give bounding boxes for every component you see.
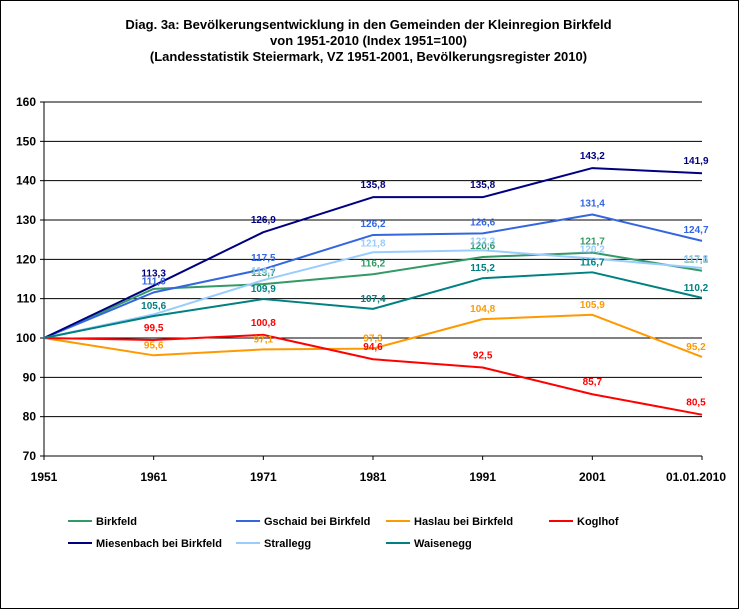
series-line-6	[43, 271, 703, 339]
y-tick-label: 90	[23, 370, 37, 384]
chart-title-line-2: von 1951-2010 (Index 1951=100)	[270, 33, 467, 48]
data-label: 95,6	[144, 340, 164, 351]
data-label: 115,2	[470, 263, 495, 274]
x-tick-label: 1991	[469, 470, 496, 484]
y-tick-label: 130	[16, 213, 36, 227]
data-label: 121,8	[360, 238, 385, 249]
data-label: 99,5	[144, 323, 164, 334]
chart-title-line-3: (Landesstatistik Steiermark, VZ 1951-200…	[149, 49, 588, 64]
data-label: 120,2	[580, 245, 605, 256]
data-label: 104,8	[470, 304, 495, 315]
data-label: 143,2	[580, 151, 605, 162]
x-tick-label: 01.01.2010	[666, 470, 726, 484]
data-label: 113,3	[141, 269, 166, 280]
series-line-2	[43, 313, 703, 358]
chart-title: Diag. 3a: Bevölkerungsentwicklung in den…	[0, 17, 737, 65]
data-label: 114,7	[251, 266, 276, 277]
data-label: 135,8	[470, 180, 495, 191]
data-labels: 113,7 116,2 120,6 121,7 117,1 111,6 117,5 126,2…	[141, 151, 709, 409]
data-label: 105,9	[580, 300, 605, 311]
x-tick-label: 1981	[360, 470, 387, 484]
chart-title-line-1: Diag. 3a: Bevölkerungsentwicklung in den…	[125, 17, 612, 32]
legend-label: Gschaid bei Birkfeld	[264, 516, 370, 528]
data-label: 120,6	[470, 241, 495, 252]
y-tick-label: 160	[16, 95, 36, 109]
data-label: 97,3	[363, 334, 383, 345]
x-tick-label: 1971	[250, 470, 277, 484]
data-label: 100,8	[251, 318, 276, 329]
data-label: 105,6	[141, 301, 166, 312]
series-line-4	[43, 167, 703, 339]
data-label: 121,7	[580, 237, 605, 248]
legend-label: Waisenegg	[414, 538, 472, 550]
data-label: 85,7	[583, 377, 603, 388]
x-tick-label: 1951	[31, 470, 58, 484]
x-tick-label: 1961	[140, 470, 167, 484]
data-label: 80,5	[686, 398, 706, 409]
legend-label: Koglhof	[577, 516, 619, 528]
y-tick-label: 80	[23, 410, 37, 424]
data-label: 117,8	[684, 254, 709, 265]
data-label: 116,7	[580, 257, 605, 268]
y-tick-label: 70	[23, 449, 37, 463]
data-label: 92,5	[473, 351, 493, 362]
y-tick-label: 100	[16, 331, 36, 345]
data-label: 109,9	[251, 284, 276, 295]
legend-label: Strallegg	[264, 538, 311, 550]
legend: Birkfeld Gschaid bei Birkfeld Haslau bei B…	[68, 516, 619, 550]
legend-label: Birkfeld	[96, 516, 137, 528]
data-label: 107,4	[360, 294, 385, 305]
axes: 70 80 90 100 110 120 130 140 150 160 1951 1961 1971 1…	[16, 95, 726, 484]
y-tick-label: 120	[16, 252, 36, 266]
data-label: 111,6	[142, 276, 166, 287]
series-line-0	[43, 251, 703, 339]
data-label: 113,7	[251, 268, 276, 279]
data-label: 126,2	[360, 219, 385, 230]
series-line-1	[43, 213, 703, 339]
data-label: 131,4	[580, 198, 605, 209]
data-label: 116,2	[361, 258, 386, 269]
series-lines	[43, 167, 703, 416]
data-label: 122,3	[470, 236, 495, 247]
data-label: 126,9	[251, 215, 276, 226]
data-label: 126,6	[470, 217, 495, 228]
y-tick-label: 110	[17, 292, 37, 306]
y-tick-label: 140	[16, 174, 36, 188]
data-label: 97,1	[254, 334, 274, 345]
data-label: 124,7	[683, 225, 708, 236]
data-label: 95,2	[686, 342, 706, 353]
legend-label: Miesenbach bei Birkfeld	[96, 538, 222, 550]
data-label: 117,1	[684, 255, 709, 266]
gridlines	[44, 101, 702, 418]
data-label: 94,6	[363, 342, 383, 353]
series-line-3	[43, 333, 703, 416]
data-label: 110,2	[684, 283, 709, 294]
legend-label: Haslau bei Birkfeld	[414, 516, 513, 528]
data-label: 135,8	[360, 180, 385, 191]
data-label: 141,9	[683, 156, 708, 167]
x-tick-label: 2001	[579, 470, 606, 484]
data-label: 117,5	[251, 253, 276, 264]
series-line-5	[43, 249, 703, 339]
y-tick-label: 150	[16, 134, 36, 148]
